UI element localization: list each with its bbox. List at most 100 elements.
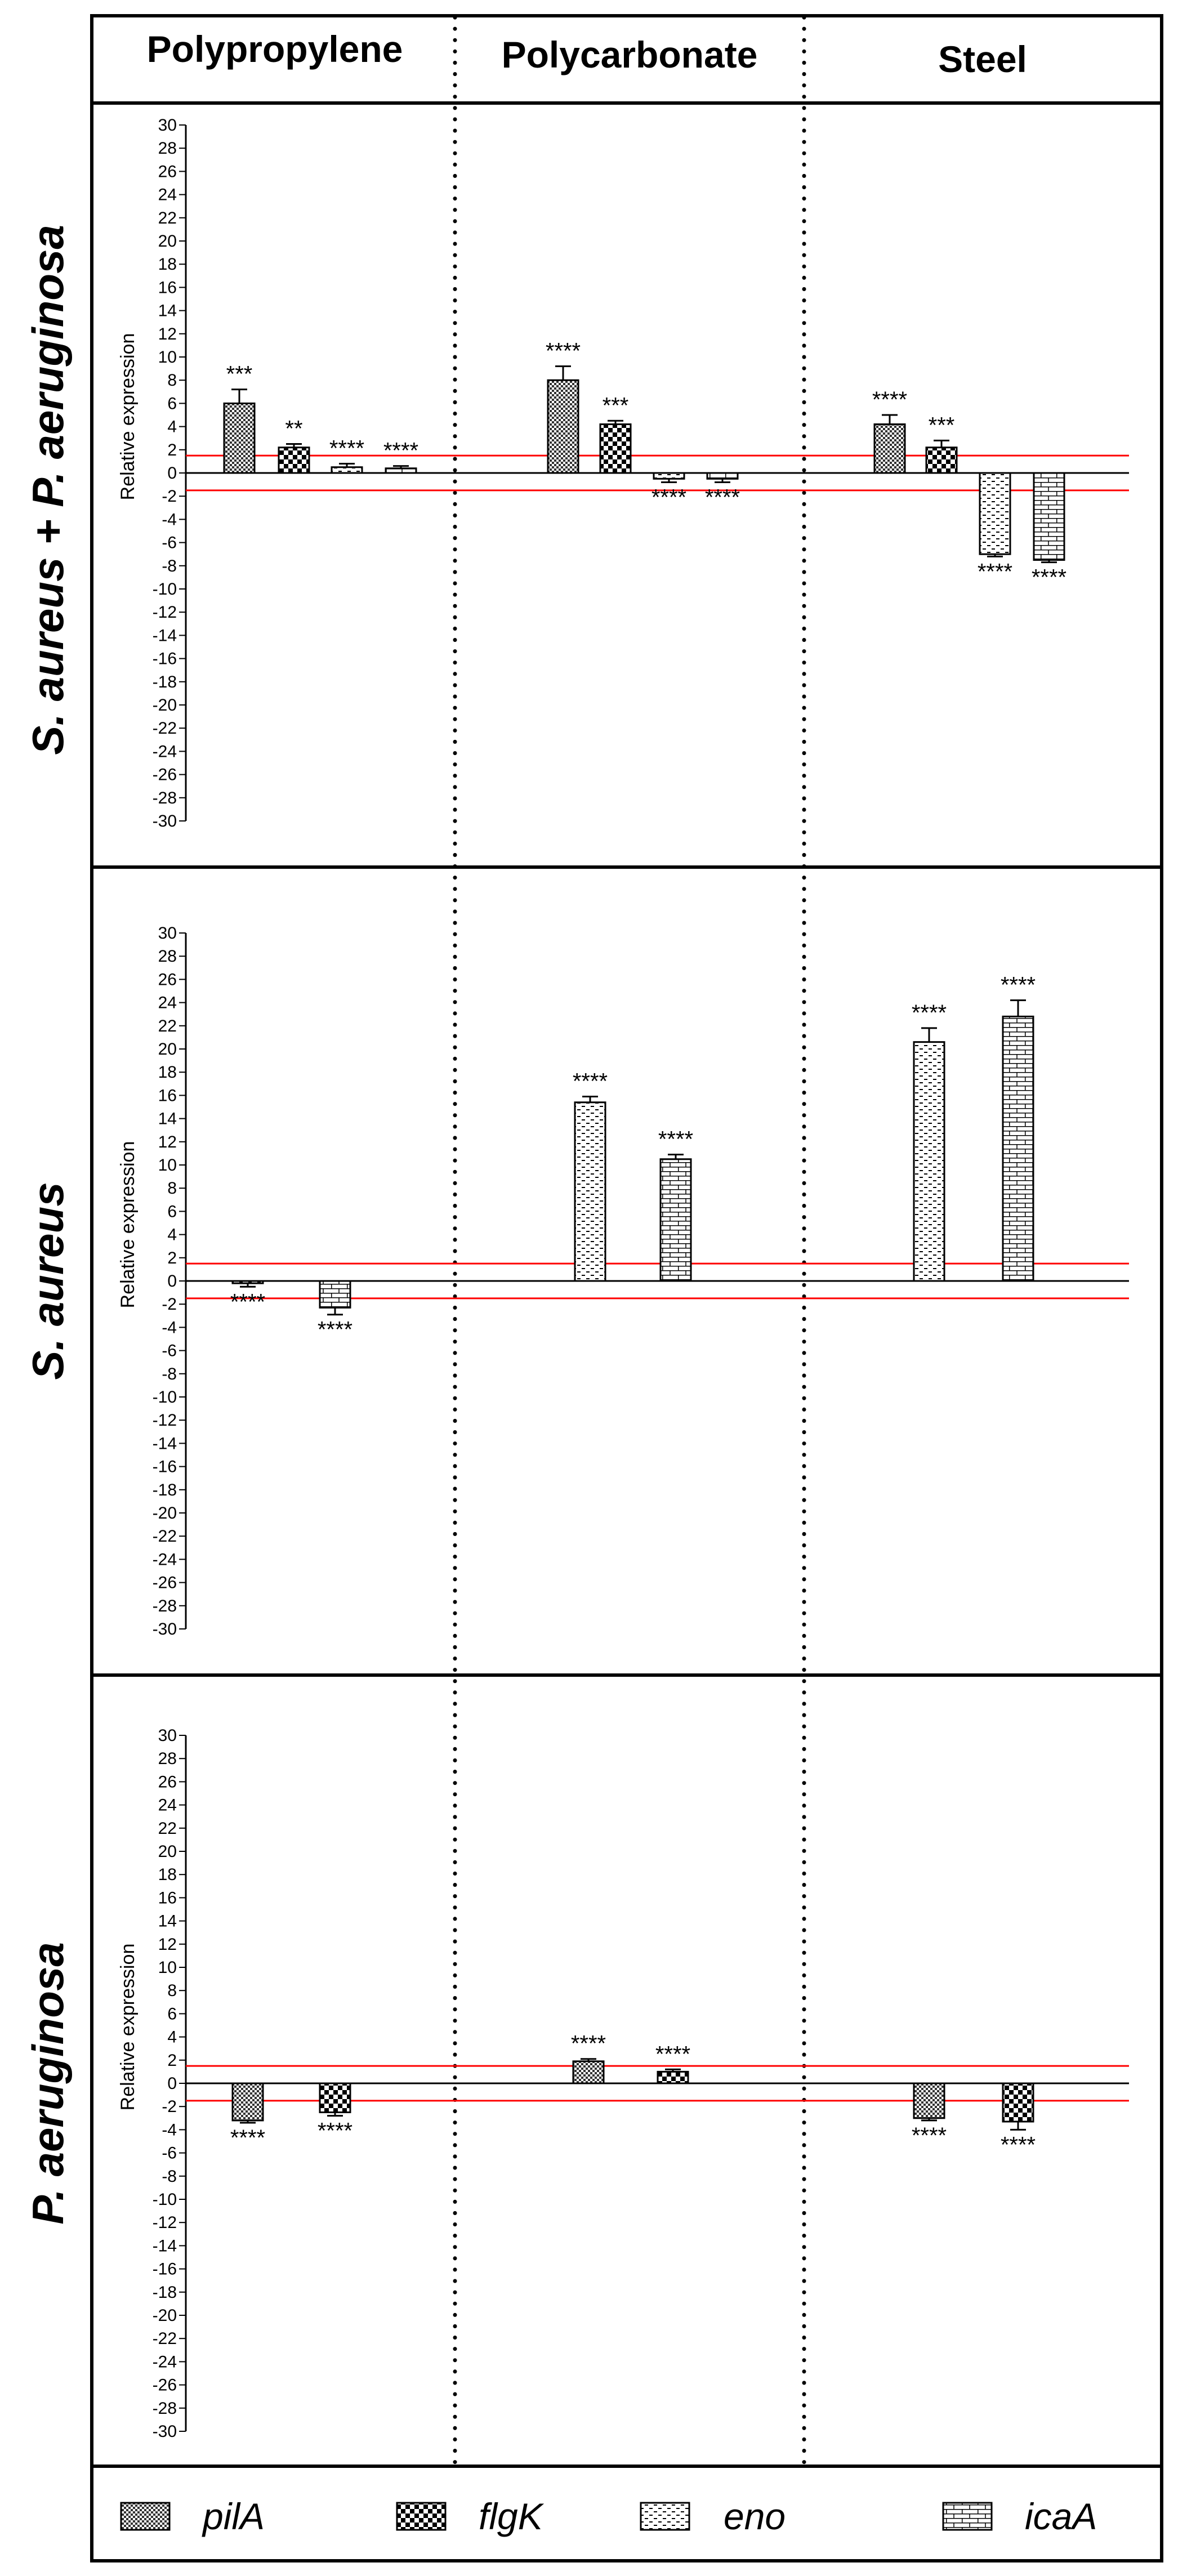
significance-label: **** (573, 1069, 608, 1093)
y-tick-label: 2 (167, 1249, 177, 1267)
bar-eno (979, 472, 1011, 555)
y-tick-label: 14 (158, 1110, 177, 1128)
bar-flgK (925, 447, 958, 474)
y-tick-label: 20 (158, 1040, 177, 1059)
column-header-polycarbonate: Polycarbonate (502, 34, 758, 75)
y-tick-label: -26 (153, 766, 177, 784)
panel-p-aeruginosa: -30-28-26-24-22-20-18-16-14-12-10-8-6-4-… (117, 1726, 1129, 2441)
bar-eno (913, 1041, 945, 1282)
y-tick-label: -14 (153, 2236, 177, 2255)
significance-label: **** (1001, 972, 1036, 997)
y-tick-label: 8 (167, 371, 177, 390)
y-tick-label: 28 (158, 947, 177, 966)
y-tick-label: -18 (153, 1481, 177, 1499)
y-tick-label: 10 (158, 348, 177, 367)
y-tick-label: 4 (167, 418, 177, 436)
y-tick-label: -12 (153, 603, 177, 622)
bar-flgK (599, 423, 632, 474)
y-tick-label: -30 (153, 2422, 177, 2441)
bar-flgK (657, 2070, 689, 2084)
bar-pilA (873, 423, 906, 474)
y-tick-label: -12 (153, 1411, 177, 1430)
significance-label: ** (285, 417, 302, 441)
y-tick-label: 10 (158, 1156, 177, 1175)
y-tick-label: -10 (153, 580, 177, 599)
significance-label: **** (230, 1289, 265, 1314)
panel-s-aureus: -30-28-26-24-22-20-18-16-14-12-10-8-6-4-… (117, 924, 1129, 1639)
bar-icaA (659, 1158, 692, 1282)
legend-swatch-pila (120, 2502, 171, 2531)
y-tick-label: 26 (158, 970, 177, 989)
y-tick-label: 4 (167, 2028, 177, 2047)
y-tick-label: 24 (158, 994, 177, 1012)
y-tick-label: -24 (153, 1550, 177, 1569)
legend-swatch-flgk (396, 2502, 447, 2531)
bar-pilA (547, 379, 579, 474)
y-tick-label: -4 (162, 1318, 177, 1337)
y-tick-label: -22 (153, 2329, 177, 2348)
row-label-s-aureus: S. aureus (23, 1182, 73, 1379)
y-tick-label: 18 (158, 255, 177, 274)
y-tick-label: -28 (153, 789, 177, 807)
significance-label: *** (603, 393, 629, 418)
figure-frame (90, 14, 1163, 2562)
y-tick-label: 0 (167, 2074, 177, 2093)
y-tick-label: -2 (162, 2097, 177, 2116)
y-tick-label: 14 (158, 1912, 177, 1931)
legend-label-flgk: flgK (479, 2495, 545, 2537)
bar-eno (231, 1280, 264, 1284)
significance-label: **** (655, 2042, 690, 2066)
y-tick-label: 12 (158, 325, 177, 343)
y-tick-label: -26 (153, 1574, 177, 1592)
y-tick-label: 10 (158, 1958, 177, 1977)
legend-label-icaa: icaA (1025, 2495, 1097, 2537)
y-tick-label: -24 (153, 742, 177, 761)
y-tick-label: -6 (162, 534, 177, 552)
y-tick-label: -6 (162, 2144, 177, 2163)
y-tick-label: 18 (158, 1063, 177, 1082)
y-tick-label: 26 (158, 1773, 177, 1791)
y-tick-label: 12 (158, 1133, 177, 1151)
y-tick-label: -28 (153, 2399, 177, 2418)
significance-label: **** (1001, 2132, 1036, 2157)
bar-icaA (1033, 472, 1065, 561)
y-tick-label: -26 (153, 2376, 177, 2395)
row-label-p-aeruginosa: P. aeruginosa (23, 1942, 73, 2224)
bar-eno (331, 466, 363, 474)
y-tick-label: -2 (162, 1295, 177, 1314)
legend-swatch-eno (640, 2502, 690, 2531)
row-label-coculture: S. aureus + P. aeruginosa (23, 225, 73, 755)
significance-label: **** (912, 1001, 947, 1025)
significance-label: **** (872, 387, 907, 412)
significance-label: **** (318, 1318, 352, 1342)
y-tick-label: 14 (158, 302, 177, 320)
y-tick-label: 22 (158, 1017, 177, 1035)
y-tick-label: 16 (158, 1086, 177, 1105)
y-tick-label: -22 (153, 719, 177, 738)
bar-flgK (319, 2082, 351, 2113)
y-tick-label: 22 (158, 209, 177, 227)
bar-icaA (706, 472, 739, 480)
bar-pilA (913, 2082, 945, 2119)
bar-pilA (223, 402, 256, 474)
y-tick-label: -8 (162, 2167, 177, 2186)
bar-icaA (319, 1280, 351, 1309)
legend: pilA flgK eno icaA (120, 2495, 1097, 2537)
y-tick-label: 24 (158, 186, 177, 204)
y-tick-label: 6 (167, 394, 177, 413)
y-tick-label: 30 (158, 924, 177, 943)
significance-label: **** (571, 2032, 606, 2056)
y-tick-label: 8 (167, 1179, 177, 1198)
significance-label: **** (978, 559, 1012, 584)
y-tick-label: -14 (153, 626, 177, 645)
significance-label: **** (658, 1127, 693, 1151)
y-tick-label: -30 (153, 812, 177, 831)
y-tick-label: 24 (158, 1796, 177, 1815)
y-tick-label: -6 (162, 1342, 177, 1360)
y-tick-label: 2 (167, 441, 177, 459)
y-tick-label: 8 (167, 1981, 177, 2000)
y-tick-label: -2 (162, 487, 177, 506)
y-tick-label: -8 (162, 1365, 177, 1383)
y-tick-label: 0 (167, 1272, 177, 1291)
